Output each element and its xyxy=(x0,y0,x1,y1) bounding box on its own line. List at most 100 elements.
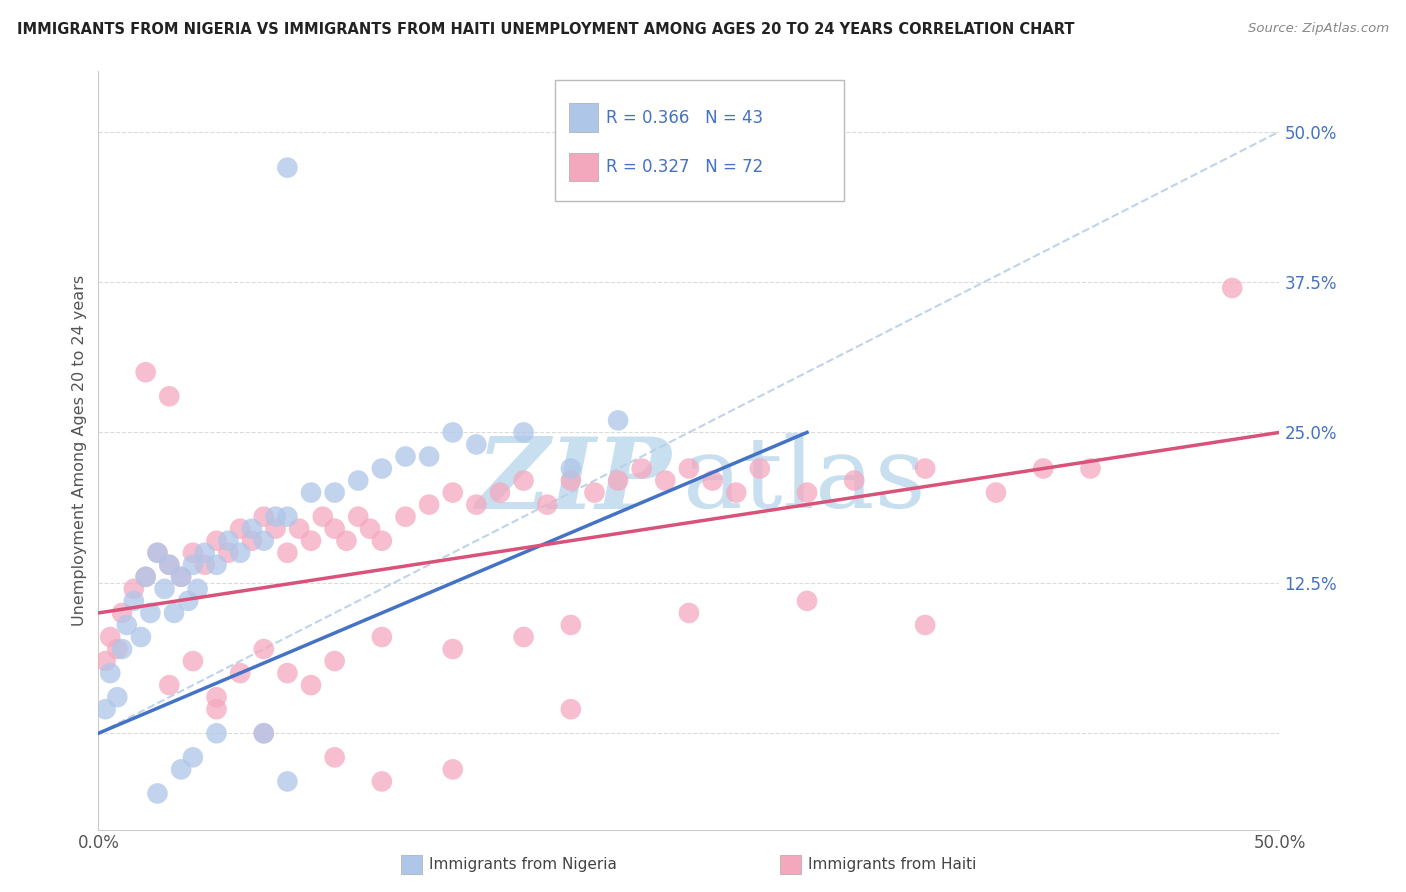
Point xyxy=(181,654,204,668)
Point xyxy=(725,485,748,500)
Point xyxy=(465,437,488,451)
Point xyxy=(146,787,169,801)
Point xyxy=(253,533,276,548)
Point xyxy=(177,594,200,608)
Point xyxy=(194,558,217,572)
Point xyxy=(146,546,169,560)
Point xyxy=(105,690,128,705)
Point xyxy=(536,498,558,512)
Point xyxy=(276,774,298,789)
Point xyxy=(347,509,370,524)
Point xyxy=(98,666,121,681)
Point xyxy=(111,606,134,620)
Point xyxy=(441,425,464,440)
Point xyxy=(288,522,311,536)
Point xyxy=(105,642,128,657)
Point xyxy=(796,594,818,608)
Point xyxy=(181,558,204,572)
Text: IMMIGRANTS FROM NIGERIA VS IMMIGRANTS FROM HAITI UNEMPLOYMENT AMONG AGES 20 TO 2: IMMIGRANTS FROM NIGERIA VS IMMIGRANTS FR… xyxy=(17,22,1074,37)
Point xyxy=(264,522,287,536)
Point xyxy=(844,474,866,488)
Text: Source: ZipAtlas.com: Source: ZipAtlas.com xyxy=(1249,22,1389,36)
Point xyxy=(157,389,180,403)
Point xyxy=(607,474,630,488)
Point xyxy=(359,522,381,536)
Point xyxy=(630,461,652,475)
Point xyxy=(229,546,252,560)
Point xyxy=(122,594,145,608)
Point xyxy=(323,485,346,500)
Point xyxy=(323,654,346,668)
Point xyxy=(1220,281,1243,295)
Point xyxy=(560,702,582,716)
Point xyxy=(678,606,700,620)
Point xyxy=(157,558,180,572)
Point xyxy=(170,570,193,584)
Point xyxy=(914,461,936,475)
Point xyxy=(205,533,228,548)
Text: R = 0.327   N = 72: R = 0.327 N = 72 xyxy=(606,158,763,176)
Point xyxy=(194,546,217,560)
Point xyxy=(335,533,357,548)
Point xyxy=(678,461,700,475)
Point xyxy=(146,546,169,560)
Point xyxy=(583,485,606,500)
Point xyxy=(512,474,534,488)
Point xyxy=(170,570,193,584)
Point xyxy=(394,509,416,524)
Point xyxy=(253,509,276,524)
Point xyxy=(240,522,263,536)
Point xyxy=(205,690,228,705)
Point xyxy=(205,726,228,740)
Y-axis label: Unemployment Among Ages 20 to 24 years: Unemployment Among Ages 20 to 24 years xyxy=(72,275,87,626)
Point xyxy=(441,763,464,777)
Point xyxy=(914,618,936,632)
Point xyxy=(276,509,298,524)
Point xyxy=(607,413,630,427)
Point xyxy=(560,618,582,632)
Point xyxy=(276,161,298,175)
Point xyxy=(1032,461,1054,475)
Point xyxy=(276,666,298,681)
Point xyxy=(157,558,180,572)
Point xyxy=(129,630,152,644)
Point xyxy=(489,485,512,500)
Point xyxy=(153,582,176,596)
Point xyxy=(323,750,346,764)
Point xyxy=(299,485,322,500)
Point xyxy=(654,474,676,488)
Point xyxy=(122,582,145,596)
Point xyxy=(394,450,416,464)
Point xyxy=(240,533,263,548)
Point xyxy=(94,654,117,668)
Point xyxy=(347,474,370,488)
Point xyxy=(702,474,724,488)
Point xyxy=(323,522,346,536)
Point xyxy=(217,533,239,548)
Point xyxy=(512,425,534,440)
Text: ZIP: ZIP xyxy=(477,433,671,529)
Point xyxy=(205,702,228,716)
Point xyxy=(371,774,394,789)
Point xyxy=(560,474,582,488)
Point xyxy=(139,606,162,620)
Point xyxy=(217,546,239,560)
Point xyxy=(748,461,770,475)
Point xyxy=(181,546,204,560)
Point xyxy=(371,630,394,644)
Point xyxy=(418,498,440,512)
Point xyxy=(187,582,209,596)
Point xyxy=(253,642,276,657)
Text: Immigrants from Haiti: Immigrants from Haiti xyxy=(808,857,977,871)
Point xyxy=(135,570,157,584)
Point xyxy=(157,678,180,692)
Point xyxy=(299,678,322,692)
Point xyxy=(115,618,138,632)
Point xyxy=(512,630,534,644)
Point xyxy=(371,461,394,475)
Point xyxy=(441,642,464,657)
Text: atlas: atlas xyxy=(683,433,925,529)
Point xyxy=(135,365,157,379)
Point xyxy=(560,461,582,475)
Text: Immigrants from Nigeria: Immigrants from Nigeria xyxy=(429,857,617,871)
